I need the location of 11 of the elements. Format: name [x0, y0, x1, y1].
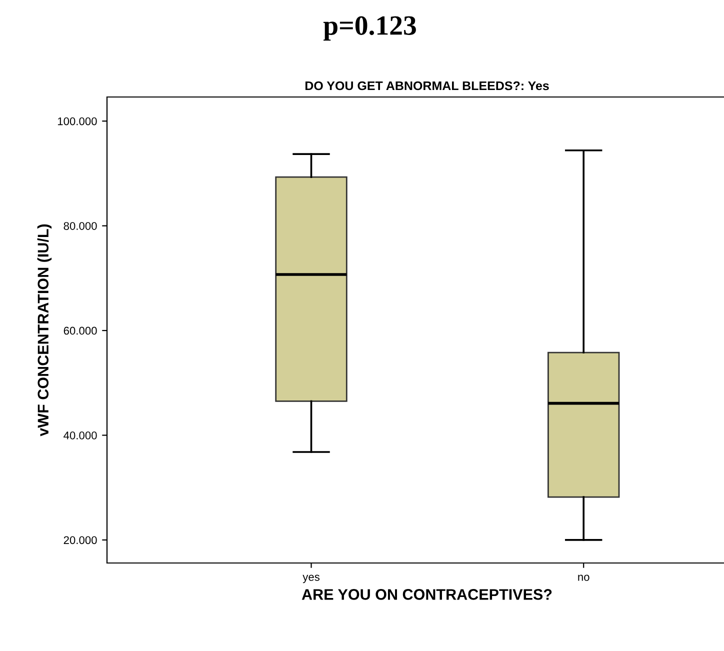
x-tick-label: yes — [302, 574, 320, 584]
y-tick-label: 20.000 — [64, 536, 97, 544]
y-tick-label: 80.000 — [64, 222, 97, 230]
chart-subtitle: DO YOU GET ABNORMAL BLEEDS?: Yes — [305, 81, 549, 90]
y-axis-title: vWF CONCENTRATION (IU/L) — [37, 224, 52, 436]
y-tick-label: 40.000 — [64, 432, 97, 440]
x-axis-title: ARE YOU ON CONTRACEPTIVES? — [302, 589, 552, 600]
y-tick-label: 60.000 — [64, 326, 97, 335]
y-tick-label: 100.000 — [58, 117, 97, 126]
x-tick-label: no — [578, 574, 590, 581]
chart-title: p=0.123 — [323, 16, 416, 41]
